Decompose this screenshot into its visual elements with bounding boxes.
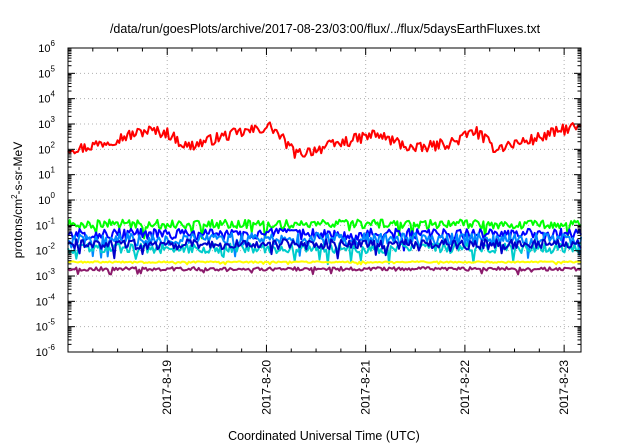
y-tick-label: 10-2: [36, 242, 56, 258]
y-tick-label: 10-3: [36, 267, 56, 283]
y-tick-label: 106: [38, 39, 55, 55]
series-line: [67, 260, 582, 266]
x-tick-label: 2017-8-23: [557, 360, 571, 415]
y-tick-label: 100: [38, 191, 55, 207]
series-layer: [67, 121, 582, 276]
series-line: [67, 121, 582, 159]
y-tick-label: 10-6: [36, 343, 56, 359]
y-axis-label-prefix: protons/cm: [11, 199, 25, 258]
y-tick-label: 102: [38, 140, 55, 156]
y-axis-label-superscript: 2: [10, 194, 19, 199]
series-line: [67, 238, 582, 260]
series-line: [67, 242, 582, 266]
y-tick-label: 10-1: [36, 216, 56, 232]
chart-title: /data/run/goesPlots/archive/2017-08-23/0…: [110, 22, 541, 36]
series-line: [67, 266, 582, 276]
x-axis-label: Coordinated Universal Time (UTC): [228, 429, 420, 443]
x-tick-label: 2017-8-21: [359, 360, 373, 415]
y-tick-label: 104: [38, 90, 55, 106]
y-tick-label: 10-5: [36, 318, 56, 334]
series-line: [67, 218, 582, 240]
y-tick-label: 10-4: [36, 292, 56, 308]
y-axis-label-suffix: -s-sr-MeV: [11, 142, 25, 195]
y-axis: 10-6 10-5 10-4 10-3 10-2 10-1 100 101 102 103 104 1…: [36, 39, 581, 359]
x-tick-label: 2017-8-20: [259, 360, 273, 415]
y-tick-label: 105: [38, 64, 55, 80]
y-tick-label: 101: [38, 166, 55, 182]
y-tick-label: 103: [38, 115, 55, 131]
y-axis-label: protons/cm2-s-sr-MeV: [10, 142, 25, 258]
grid-lines: [68, 48, 581, 352]
x-tick-label: 2017-8-22: [458, 360, 472, 415]
series-line: [67, 227, 582, 252]
x-tick-label: 2017-8-19: [160, 360, 174, 415]
x-axis: 2017-8-19 2017-8-20 2017-8-21 2017-8-22 2017…: [92, 48, 571, 415]
